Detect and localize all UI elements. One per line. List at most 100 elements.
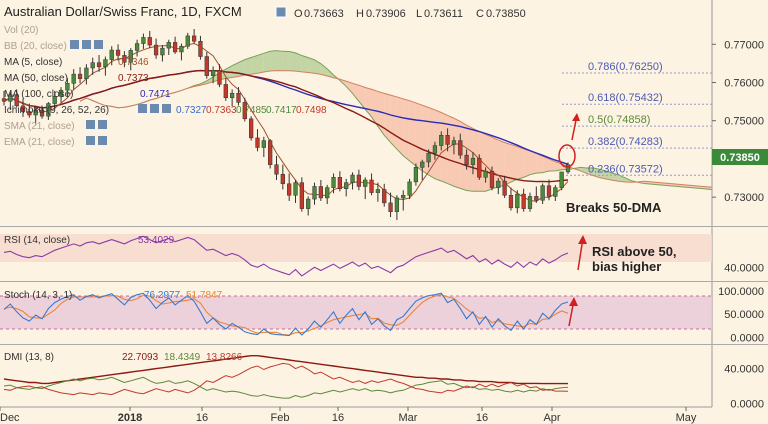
ichimoku-settings-icon[interactable] bbox=[150, 104, 159, 113]
ichimoku-eye-icon[interactable] bbox=[138, 104, 147, 113]
fib-label-2: 0.5(0.74858) bbox=[588, 114, 650, 126]
x-tick-label-4: 16 bbox=[332, 412, 344, 424]
ema-settings-icon[interactable] bbox=[98, 136, 107, 145]
cloud-span-b bbox=[79, 70, 713, 188]
cloud-segment-52 bbox=[409, 100, 416, 166]
cloud-segment-37 bbox=[314, 59, 321, 75]
legend-settings-icon[interactable] bbox=[82, 40, 91, 49]
candle-13 bbox=[84, 64, 89, 85]
candle-body-31 bbox=[198, 40, 203, 57]
candle-11 bbox=[71, 69, 76, 90]
candle-52 bbox=[331, 173, 336, 194]
candle-25 bbox=[160, 45, 165, 62]
fib-label-1: 0.618(0.75432) bbox=[588, 92, 663, 104]
candle-49 bbox=[312, 182, 317, 205]
stoch-tick-2: 0.0000 bbox=[730, 332, 764, 344]
dmi-plus-value: 18.4349 bbox=[164, 352, 201, 363]
x-tick-label-5: Mar bbox=[399, 412, 418, 424]
fib-label-3: 0.382(0.74283) bbox=[588, 136, 663, 148]
candle-27 bbox=[172, 36, 178, 54]
candle-body-38 bbox=[242, 102, 247, 120]
candle-80 bbox=[508, 187, 514, 211]
x-tick-label-2: 16 bbox=[196, 412, 208, 424]
cloud-segment-55 bbox=[428, 107, 435, 179]
candle-20 bbox=[128, 48, 133, 71]
cloud-segment-24 bbox=[232, 62, 239, 78]
candle-body-70 bbox=[445, 135, 450, 145]
cloud-segment-58 bbox=[447, 115, 454, 187]
candle-body-30 bbox=[191, 35, 197, 42]
candle-body-66 bbox=[420, 161, 425, 168]
ohlc-o-key: O bbox=[294, 8, 303, 20]
candle-51 bbox=[325, 184, 330, 205]
ichimoku-close-icon[interactable] bbox=[162, 104, 171, 113]
cloud-segment-66 bbox=[498, 140, 505, 187]
candle-68 bbox=[432, 141, 438, 160]
candle-body-79 bbox=[502, 180, 507, 196]
legend-ma5-value: 0.7346 bbox=[118, 57, 149, 68]
candle-8 bbox=[52, 90, 57, 109]
legend-ma100-label: MA (100, close) bbox=[4, 89, 73, 100]
candle-body-39 bbox=[249, 118, 254, 139]
legend-close-icon[interactable] bbox=[94, 40, 103, 49]
candle-82 bbox=[521, 188, 526, 212]
candle-16 bbox=[103, 56, 108, 76]
dmi-tick-0: 40.0000 bbox=[724, 364, 764, 376]
candle-64 bbox=[407, 178, 412, 200]
candle-35 bbox=[223, 77, 228, 101]
candle-31 bbox=[198, 35, 203, 60]
price-tick-label-0: 0.77000 bbox=[724, 39, 764, 51]
candle-45 bbox=[287, 173, 292, 201]
cloud-segment-36 bbox=[308, 57, 315, 74]
legend-ichimoku-label: Ichimoku (9, 26, 52, 26) bbox=[4, 105, 109, 116]
moving-averages bbox=[3, 42, 569, 202]
candle-body-77 bbox=[489, 170, 495, 188]
candle-body-62 bbox=[394, 197, 400, 212]
candle-body-25 bbox=[160, 47, 165, 56]
ma50-line bbox=[3, 69, 569, 183]
cloud-segment-38 bbox=[320, 63, 328, 76]
candle-body-43 bbox=[274, 164, 279, 175]
legend-bb: BB (20, close) bbox=[4, 41, 67, 52]
candle-14 bbox=[90, 57, 95, 75]
candle-77 bbox=[489, 166, 495, 191]
legend-ema: EMA (21, close) bbox=[4, 137, 75, 148]
ohlc-c-key: C bbox=[476, 8, 484, 20]
cloud-segment-59 bbox=[453, 118, 461, 189]
candle-54 bbox=[344, 178, 349, 197]
candle-body-44 bbox=[280, 173, 285, 185]
candle-10 bbox=[65, 77, 70, 98]
indicator-axis-ticks: 40.0000 100.0000 50.0000 0.0000 40.0000 0.000… bbox=[718, 262, 764, 410]
legend-ichimoku-v2: 0.7363 bbox=[206, 105, 237, 116]
cloud-segment-89 bbox=[644, 181, 712, 190]
candle-body-57 bbox=[363, 179, 368, 187]
rsi-label: RSI (14, close) bbox=[4, 235, 70, 246]
x-tick-label-3: Feb bbox=[271, 412, 290, 424]
eye-icon[interactable] bbox=[275, 6, 287, 18]
ema-eye-icon[interactable] bbox=[86, 136, 95, 145]
cloud-segment-74 bbox=[548, 158, 556, 172]
cloud-segment-84 bbox=[612, 173, 619, 182]
candle-38 bbox=[242, 97, 247, 122]
candle-body-60 bbox=[382, 189, 387, 204]
sma-settings-icon[interactable] bbox=[98, 120, 107, 129]
cloud-segment-85 bbox=[618, 174, 626, 182]
candle-body-76 bbox=[483, 170, 488, 178]
candle-9 bbox=[58, 87, 64, 103]
candle-body-32 bbox=[204, 56, 209, 76]
sma-eye-icon[interactable] bbox=[86, 120, 95, 129]
candle-59 bbox=[375, 182, 381, 202]
candle-body-11 bbox=[71, 73, 76, 84]
candlesticks bbox=[1, 29, 571, 221]
stoch-band bbox=[0, 296, 712, 329]
x-tick-label-6: 16 bbox=[476, 412, 488, 424]
candle-60 bbox=[382, 183, 387, 207]
candle-15 bbox=[96, 55, 102, 72]
candle-body-2 bbox=[14, 94, 19, 107]
cloud-segment-31 bbox=[276, 50, 283, 71]
legend-eye-icon[interactable] bbox=[70, 40, 79, 49]
ohlc-h-value: 0.73906 bbox=[366, 8, 406, 20]
candle-41 bbox=[261, 136, 266, 158]
candle-6 bbox=[39, 105, 45, 119]
price-axis-background bbox=[712, 0, 768, 424]
